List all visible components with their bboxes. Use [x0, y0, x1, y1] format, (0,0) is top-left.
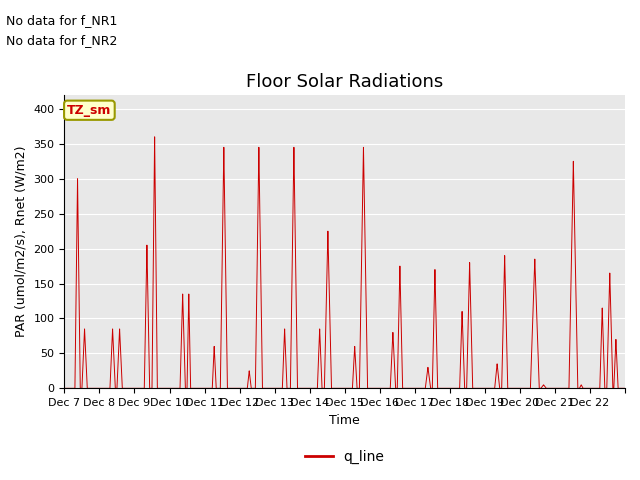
- Y-axis label: PAR (umol/m2/s), Rnet (W/m2): PAR (umol/m2/s), Rnet (W/m2): [15, 146, 28, 337]
- X-axis label: Time: Time: [330, 414, 360, 427]
- Text: TZ_sm: TZ_sm: [67, 104, 111, 117]
- Title: Floor Solar Radiations: Floor Solar Radiations: [246, 72, 444, 91]
- Text: No data for f_NR1: No data for f_NR1: [6, 14, 118, 27]
- Legend: q_line: q_line: [300, 444, 390, 469]
- Text: No data for f_NR2: No data for f_NR2: [6, 34, 118, 47]
